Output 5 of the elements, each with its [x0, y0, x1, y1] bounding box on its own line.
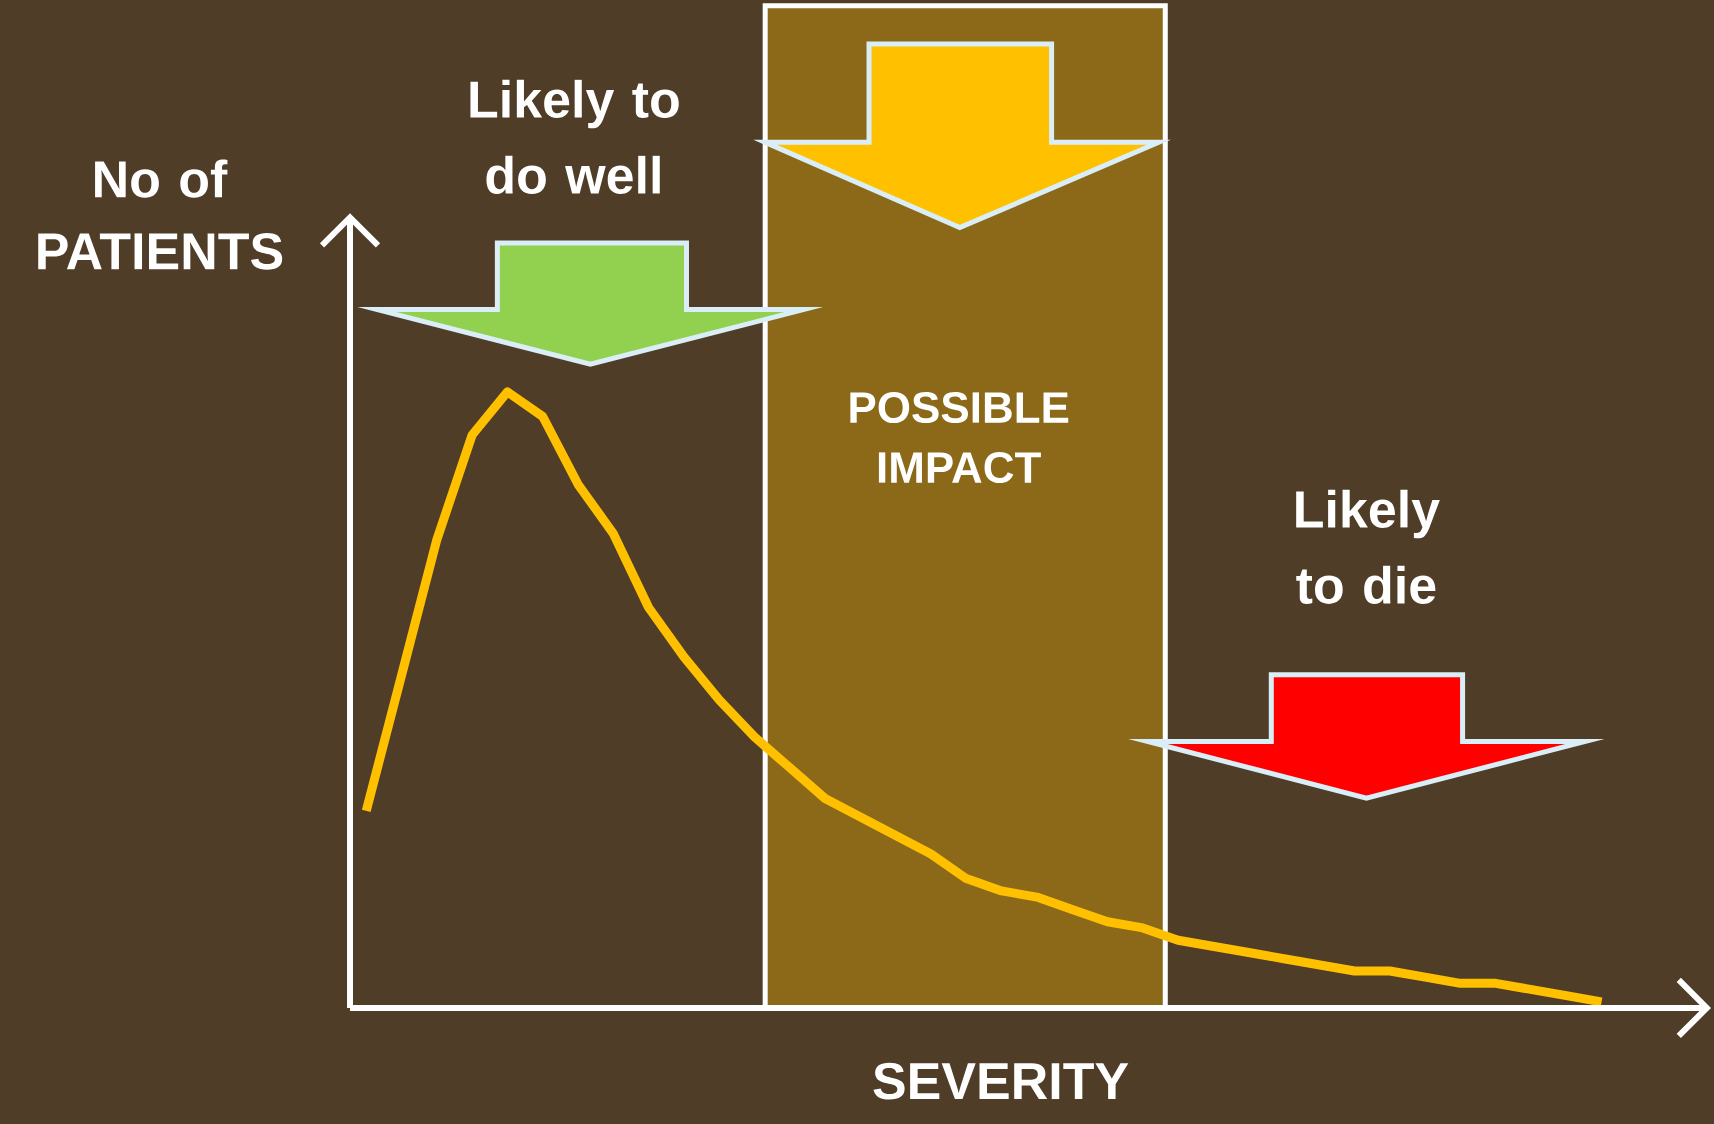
- y-axis-title: No of PATIENTS: [38, 159, 283, 270]
- annotation: Likely to die: [1296, 489, 1440, 604]
- annotation: POSSIBLE IMPACT: [850, 391, 1069, 484]
- x-axis-title: SEVERITY: [873, 1062, 1129, 1100]
- text: Likely to do well: [470, 79, 679, 194]
